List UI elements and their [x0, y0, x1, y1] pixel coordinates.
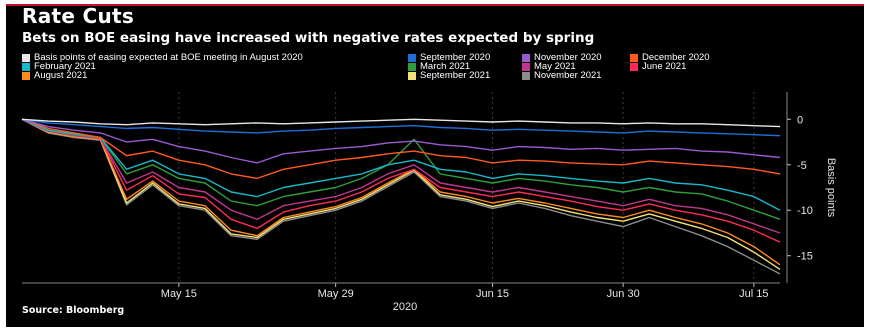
- legend-swatch: [22, 71, 30, 80]
- legend-swatch: [22, 53, 30, 62]
- chart-legend: Basis points of easing expected at BOE m…: [22, 52, 762, 88]
- series-line: [21, 118, 781, 234]
- x-tick-label: Jul 15: [739, 288, 768, 300]
- legend-item: June 2021: [630, 61, 686, 72]
- legend-swatch: [522, 53, 530, 62]
- legend-item: November 2020: [522, 52, 602, 63]
- legend-label: September 2020: [420, 52, 491, 63]
- legend-swatch: [408, 62, 416, 71]
- legend-item: September 2020: [408, 52, 490, 63]
- legend-label: November 2021: [534, 70, 602, 81]
- x-tick-label: Jun 15: [476, 288, 509, 300]
- legend-swatch: [22, 62, 30, 71]
- y-tick-label: -15: [797, 251, 813, 263]
- legend-label: Basis points of easing expected at BOE m…: [34, 52, 303, 63]
- x-tick-label: May 15: [161, 288, 197, 300]
- legend-swatch: [630, 62, 638, 71]
- legend-item: May 2021: [522, 61, 576, 72]
- legend-item: Basis points of easing expected at BOE m…: [22, 52, 303, 63]
- x-tick-label: Jun 30: [607, 288, 640, 300]
- series-line: [21, 118, 781, 137]
- legend-label: November 2020: [534, 52, 602, 63]
- chart-subtitle: Bets on BOE easing have increased with n…: [22, 30, 595, 46]
- y-tick-label: -5: [797, 160, 807, 172]
- legend-swatch: [522, 71, 530, 80]
- legend-label: September 2021: [420, 70, 491, 81]
- legend-swatch: [630, 53, 638, 62]
- y-tick-label: -10: [797, 205, 813, 217]
- legend-item: November 2021: [522, 70, 602, 81]
- series-line: [21, 118, 781, 275]
- legend-swatch: [408, 53, 416, 62]
- legend-label: February 2021: [34, 61, 96, 72]
- series-line: [21, 118, 781, 180]
- series-line: [21, 118, 781, 164]
- legend-item: March 2021: [408, 61, 470, 72]
- legend-label: August 2021: [34, 70, 88, 81]
- legend-item: December 2020: [630, 52, 710, 63]
- legend-item: August 2021: [22, 70, 87, 81]
- legend-item: September 2021: [408, 70, 490, 81]
- legend-label: December 2020: [642, 52, 710, 63]
- series-line: [21, 118, 781, 128]
- legend-label: June 2021: [642, 61, 687, 72]
- chart-title: Rate Cuts: [22, 4, 135, 28]
- y-tick-label: 0: [797, 114, 803, 126]
- y-axis-label: Basis points: [825, 158, 837, 218]
- legend-label: March 2021: [420, 61, 471, 72]
- source-note: Source: Bloomberg: [22, 305, 125, 316]
- legend-label: May 2021: [534, 61, 576, 72]
- legend-swatch: [522, 62, 530, 71]
- series-line: [21, 118, 781, 243]
- series-line: [21, 118, 781, 270]
- x-tick-label: May 29: [318, 288, 354, 300]
- series-line: [21, 118, 781, 266]
- legend-item: February 2021: [22, 61, 96, 72]
- legend-swatch: [408, 71, 416, 80]
- series-line: [21, 118, 781, 211]
- x-axis-label: 2020: [393, 301, 417, 313]
